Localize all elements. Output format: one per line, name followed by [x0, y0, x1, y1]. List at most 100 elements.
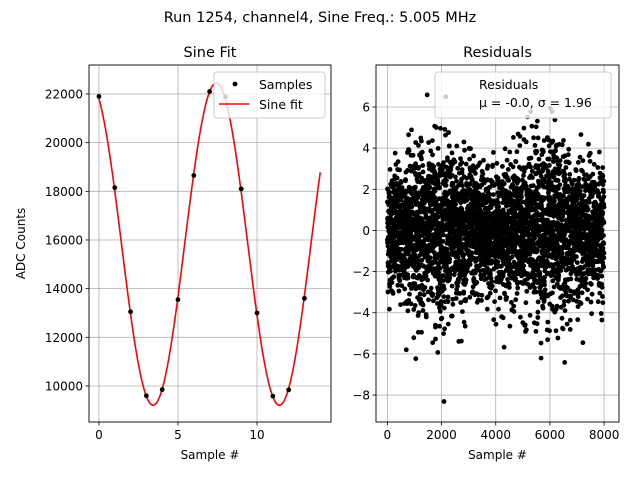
- residual-point: [463, 244, 469, 249]
- residual-point: [395, 159, 401, 165]
- residual-point: [595, 273, 601, 278]
- residual-point: [504, 222, 510, 228]
- residual-point: [399, 185, 405, 191]
- residual-point: [491, 192, 496, 198]
- residual-point: [555, 335, 561, 341]
- residual-point: [501, 270, 506, 276]
- y-tick-label: −8: [352, 389, 370, 403]
- y-tick-label: 4: [362, 142, 370, 156]
- residual-point: [601, 233, 606, 239]
- residual-point: [601, 189, 606, 195]
- residual-point: [413, 184, 418, 190]
- legend-frame: [213, 71, 326, 119]
- residual-point: [510, 164, 516, 170]
- residual-point: [580, 158, 586, 164]
- residual-point: [589, 291, 595, 297]
- residual-point: [423, 273, 429, 279]
- residual-point: [535, 299, 541, 305]
- residual-point: [444, 263, 449, 269]
- residual-point: [388, 268, 393, 274]
- residual-point: [406, 132, 411, 138]
- residual-point: [481, 157, 486, 163]
- residual-point: [532, 235, 537, 241]
- residual-point: [574, 260, 580, 265]
- residual-point: [536, 193, 541, 198]
- residual-point: [397, 167, 402, 173]
- residual-point: [521, 169, 527, 174]
- residual-point: [406, 148, 412, 154]
- residual-point: [452, 159, 458, 165]
- residual-point: [479, 298, 484, 303]
- residual-point: [438, 125, 443, 131]
- residual-point: [413, 161, 418, 167]
- plot-area: [96, 82, 322, 407]
- residual-point: [601, 220, 607, 226]
- residual-point: [511, 198, 517, 204]
- residual-point: [462, 147, 467, 153]
- residual-point: [601, 264, 606, 270]
- residual-point: [600, 300, 606, 306]
- residual-point: [561, 138, 566, 143]
- residual-point: [416, 164, 421, 170]
- residual-point: [410, 152, 416, 158]
- residual-point: [580, 184, 585, 190]
- residual-point: [523, 183, 529, 189]
- residual-point: [559, 142, 565, 148]
- residual-point: [430, 340, 436, 346]
- residual-point: [580, 340, 586, 346]
- residual-point: [485, 163, 491, 169]
- sample-point: [286, 387, 292, 393]
- residual-point: [399, 247, 404, 252]
- residual-point: [439, 315, 445, 321]
- residual-point: [585, 287, 590, 293]
- residual-point: [463, 161, 469, 167]
- residual-point: [455, 255, 461, 260]
- residual-point: [514, 149, 520, 155]
- residual-point: [468, 146, 473, 152]
- residual-point: [416, 310, 422, 315]
- residual-point: [420, 308, 426, 313]
- residual-point: [533, 289, 539, 295]
- residual-point: [455, 283, 460, 289]
- residual-point: [561, 193, 566, 199]
- residual-point: [398, 302, 403, 307]
- residual-point: [389, 212, 394, 217]
- residual-point: [534, 321, 540, 327]
- residual-point: [563, 177, 569, 183]
- residual-point: [479, 292, 485, 298]
- residual-point: [496, 306, 501, 312]
- residual-point: [546, 156, 552, 162]
- residual-point: [565, 183, 571, 189]
- y-tick-label: 12000: [45, 331, 83, 345]
- residual-point: [507, 323, 513, 329]
- residual-point: [467, 294, 473, 300]
- residual-point: [519, 189, 524, 194]
- residual-point: [419, 257, 425, 263]
- residual-point: [431, 164, 437, 170]
- residual-point: [405, 168, 410, 173]
- residual-point: [447, 271, 453, 277]
- residual-point: [453, 296, 459, 301]
- residual-point: [501, 344, 507, 350]
- residual-point: [430, 291, 436, 297]
- residual-point: [454, 143, 460, 149]
- residual-point: [581, 193, 587, 199]
- residual-point: [438, 299, 444, 304]
- residual-point: [588, 281, 594, 287]
- residual-point: [533, 124, 539, 130]
- residual-point: [597, 290, 603, 296]
- residual-point: [523, 139, 529, 145]
- residual-point: [562, 171, 568, 177]
- residual-point: [542, 274, 547, 280]
- residual-point: [458, 156, 463, 162]
- residual-point: [523, 300, 529, 306]
- residual-point: [405, 275, 411, 281]
- residual-point: [505, 276, 510, 282]
- residual-point: [427, 185, 433, 190]
- residual-point: [552, 233, 558, 238]
- residual-point: [590, 263, 596, 269]
- residual-point: [568, 271, 574, 277]
- grid: [89, 65, 331, 422]
- residual-point: [467, 181, 473, 187]
- residual-point: [409, 286, 414, 291]
